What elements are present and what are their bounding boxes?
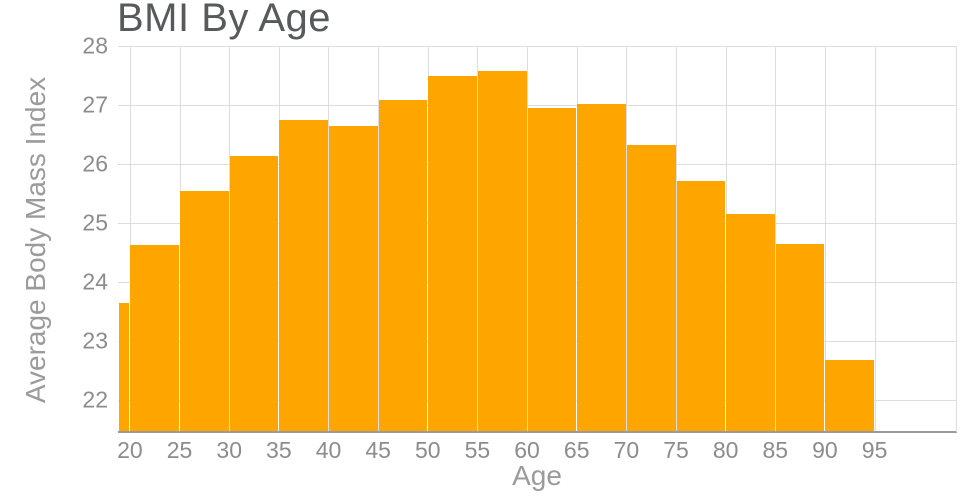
histogram-bar-age-35-40[interactable]: [279, 120, 328, 431]
y-axis-tick-labels: 22 23 24 25 26 27 28: [0, 33, 108, 431]
histogram-bar-age-40-45[interactable]: [328, 126, 378, 431]
x-tick-label: 40: [315, 437, 342, 463]
y-tick-label: 23: [82, 327, 108, 354]
gridline-horizontal: [118, 105, 956, 107]
x-tick-label: 75: [663, 437, 689, 463]
histogram-bar-age-70-75[interactable]: [626, 144, 676, 431]
histogram-bar-age-55-60[interactable]: [477, 71, 527, 431]
histogram-bar-age-30-35[interactable]: [229, 156, 279, 431]
x-tick-label: 25: [166, 437, 193, 463]
gridline-vertical: [824, 46, 826, 431]
x-axis-label: Age: [512, 460, 562, 491]
histogram-bar-age-50-55[interactable]: [428, 75, 477, 431]
y-tick-label: 25: [82, 209, 108, 236]
histogram-bar-age-60-65[interactable]: [527, 108, 577, 431]
histogram-bar-age-45-50[interactable]: [378, 99, 428, 431]
gridline-horizontal: [118, 46, 956, 47]
x-tick-label: 30: [216, 437, 242, 463]
gridline-vertical: [874, 46, 876, 431]
x-tick-label: 50: [414, 437, 441, 463]
x-tick-label: 55: [464, 437, 491, 463]
y-tick-label: 28: [82, 32, 108, 59]
y-tick-label: 26: [82, 150, 108, 177]
plot-area: [118, 46, 957, 433]
x-tick-label: 85: [762, 437, 789, 463]
histogram-bar-age-85-90[interactable]: [775, 244, 825, 431]
x-tick-label: 20: [117, 437, 143, 463]
chart-title: BMI By Age: [117, 0, 331, 40]
y-tick-label: 24: [82, 268, 108, 295]
y-tick-label: 27: [82, 91, 108, 118]
histogram-bar-age-75-80[interactable]: [676, 181, 726, 431]
x-tick-label: 90: [812, 437, 838, 463]
x-axis-tick-labels: 20 25 30 35 40 45 50 55 60 65 70 75 80 85 90 95: [117, 437, 956, 463]
x-tick-label: 60: [514, 437, 540, 463]
x-tick-label: 80: [712, 437, 739, 463]
gridline-vertical: [129, 46, 131, 431]
histogram-bar-age-90-95[interactable]: [825, 360, 875, 431]
histogram-bar-age-25-30[interactable]: [180, 190, 229, 431]
y-tick-label: 22: [82, 386, 108, 413]
histogram-bar-age-65-70[interactable]: [577, 103, 626, 431]
x-tick-label: 35: [266, 437, 292, 463]
histogram-bar-age-80-85[interactable]: [726, 214, 775, 431]
histogram-bar-age-20-25[interactable]: [130, 244, 180, 431]
x-tick-label: 70: [613, 437, 640, 463]
x-tick-label: 95: [861, 437, 888, 463]
x-tick-label: 65: [563, 437, 590, 463]
x-tick-label: 45: [365, 437, 391, 463]
histogram-bar-age-<20[interactable]: [118, 302, 130, 431]
gridline-vertical: [775, 46, 777, 431]
